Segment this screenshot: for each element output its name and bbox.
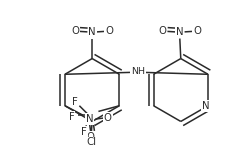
Text: O: O xyxy=(158,26,166,36)
Text: O: O xyxy=(192,26,200,36)
Text: Cl: Cl xyxy=(86,137,96,147)
Text: O: O xyxy=(105,26,113,36)
Text: F: F xyxy=(68,112,74,122)
Text: O: O xyxy=(104,113,111,123)
Text: N: N xyxy=(202,101,209,111)
Text: N: N xyxy=(88,27,96,37)
Text: F: F xyxy=(81,127,87,137)
Text: N: N xyxy=(86,114,93,124)
Text: N: N xyxy=(175,27,183,37)
Text: F: F xyxy=(72,97,77,107)
Text: NH: NH xyxy=(130,67,144,76)
Text: O: O xyxy=(86,132,94,142)
Text: O: O xyxy=(71,26,79,36)
